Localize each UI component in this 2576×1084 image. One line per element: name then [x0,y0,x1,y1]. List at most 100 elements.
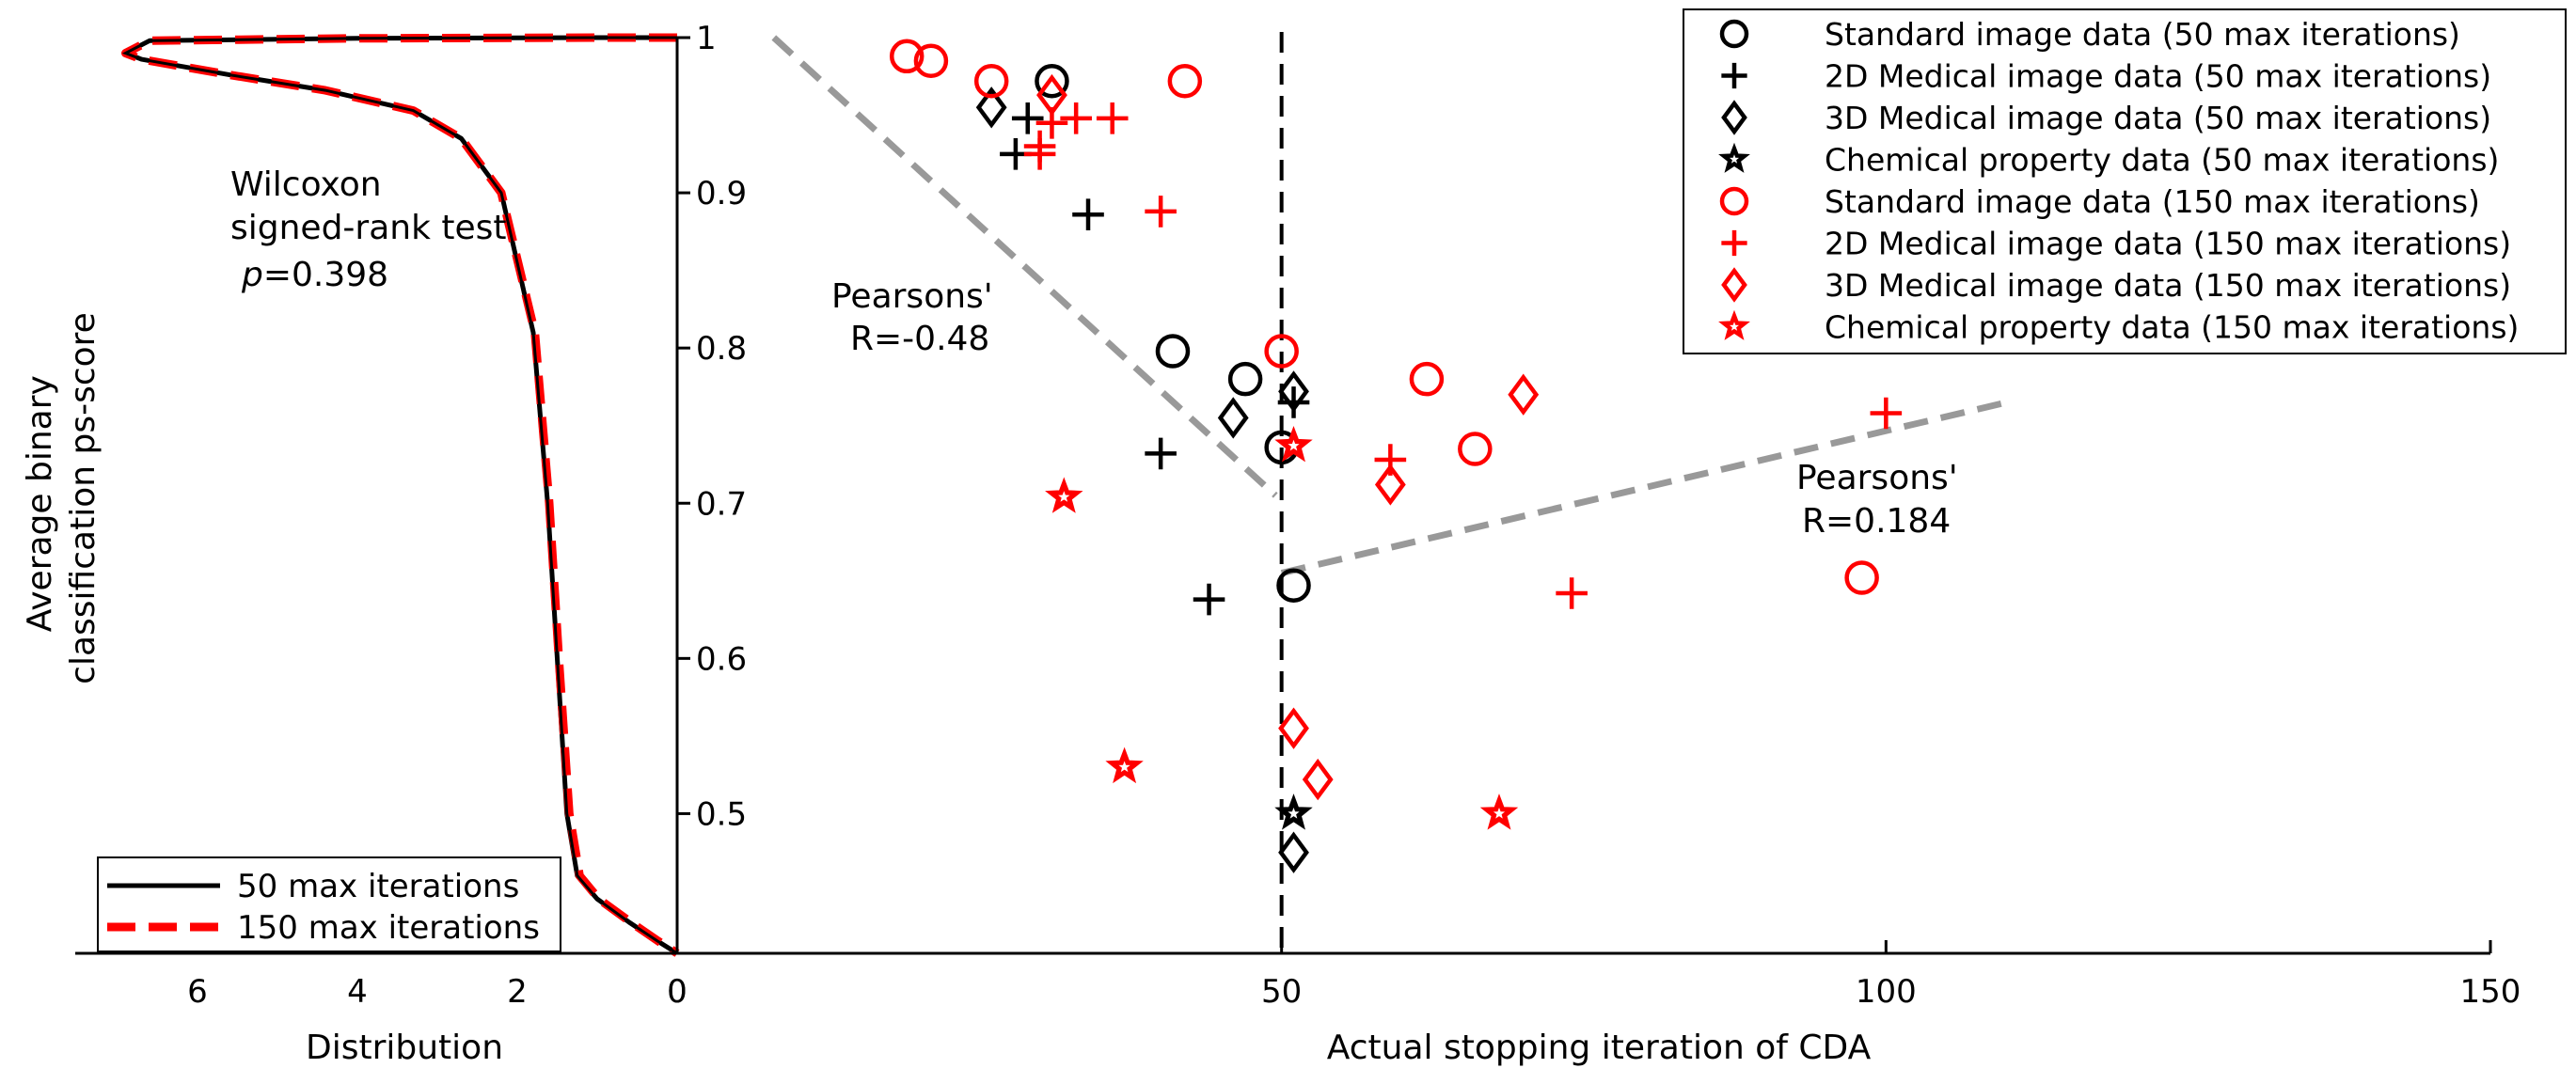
density-legend-label-150: 150 max iterations [237,909,540,947]
scatter-x-tick-label: 150 [2460,973,2521,1011]
wilcoxon-line1: Wilcoxon [230,165,382,204]
scatter-point-star-core [1288,808,1300,819]
scatter-point-diamond [975,86,1007,129]
p-value: =0.398 [263,256,388,294]
scatter-y-tick-label: 0.8 [696,330,747,368]
series-5 [1023,102,1903,609]
scatter-x-axis-label: Actual stopping iteration of CDA [1327,1029,1872,1067]
regression-lines [771,35,2008,576]
legend-label: Chemical property data (50 max iteration… [1825,142,2499,179]
scatter-point-circle [1409,361,1445,397]
regression-line-positive [1280,399,2008,576]
scatter-point-plus [1096,102,1129,134]
scatter-legend-box [1683,8,2567,354]
legend-marker-plus [1721,229,1747,257]
wilcoxon-annotation: Wilcoxon signed-rank test p=0.398 [230,165,507,294]
y-axis-label-line1: Average binary [21,375,59,632]
regression-line-negative [771,35,1278,498]
legend-label: Standard image data (150 max iterations) [1825,183,2480,220]
pearson-pos-line2: R=0.184 [1802,502,1951,541]
scatter-point-plus [1193,583,1225,616]
legend-label: 2D Medical image data (50 max iterations… [1825,58,2491,95]
scatter-x-tick-label: 50 [1261,973,1302,1011]
density-x-tick-label: 4 [347,973,368,1011]
scatter-point-circle [1844,560,1879,595]
scatter-point-star-core [1118,761,1130,773]
scatter-panel: 0.5 0.6 0.7 0.8 0.9 1 0 50 100 150 Actual stoppi… [21,8,2567,1067]
series-0 [1035,63,1311,603]
scatter-point-diamond [1278,707,1309,749]
scatter-point-diamond [1278,370,1309,413]
density-curve-50 [123,35,679,956]
scatter-y-ticks: 0.5 0.6 0.7 0.8 0.9 1 [677,20,747,833]
wilcoxon-line2: signed-rank test [230,209,507,247]
scatter-point-circle [1276,568,1311,603]
pearson-annotation-negative: Pearsons' R=-0.48 [831,277,993,358]
scatter-point-circle [1458,432,1493,466]
series-6 [1036,73,1540,801]
scatter-y-tick-label: 0.7 [696,485,747,523]
scatter-point-star-core [1058,491,1070,502]
scatter-points [889,39,1903,873]
scatter-y-axis-label: Average binary classification ps-score [21,312,103,684]
scatter-point-circle [913,43,949,79]
scatter-point-circle [1035,63,1069,99]
legend-label: Chemical property data (150 max iteratio… [1825,309,2519,346]
scatter-point-diamond [1374,463,1406,506]
density-x-axis-label: Distribution [306,1029,503,1067]
density-legend-box [97,856,561,952]
scatter-point-star-core [1288,439,1300,451]
scatter-point-diamond [1217,397,1249,439]
scatter-point-circle [1155,334,1191,369]
scatter-point-circle [1227,361,1263,397]
scatter-point-plus [1870,397,1903,430]
legend-label: 2D Medical image data (150 max iteration… [1825,226,2511,262]
legend-marker-diamond [1721,100,1747,135]
legend-marker-circle [1719,186,1749,216]
scatter-x-ticks: 0 50 100 150 [667,940,2521,1011]
pearson-pos-line1: Pearsons' [1796,459,1958,497]
series-7 [1045,425,1519,830]
pearson-neg-line1: Pearsons' [831,277,993,316]
density-curve-150 [121,33,680,957]
density-curve-50-overlay [121,36,678,955]
scatter-point-plus [1011,102,1044,134]
legend-label: 3D Medical image data (150 max iteration… [1825,267,2511,304]
density-x-tick-label: 0 [667,973,687,1011]
legend-marker-star-core [1730,322,1739,331]
scatter-point-diamond [1036,73,1067,117]
scatter-point-plus [1277,386,1310,418]
scatter-point-diamond [1302,758,1334,801]
density-x-tick-label: 6 [187,973,208,1011]
pearson-neg-line2: R=-0.48 [850,320,989,358]
scatter-point-circle [1167,63,1203,99]
scatter-y-tick-label: 0.5 [696,795,747,833]
pearson-annotation-positive: Pearsons' R=0.184 [1796,459,1958,541]
wilcoxon-p-value: p=0.398 [241,256,388,294]
scatter-point-diamond [1278,831,1309,873]
density-x-ticks: 6 4 2 0 [187,940,687,1011]
p-symbol: p [241,256,263,294]
y-axis-label-line2: classification ps-score [64,312,103,684]
scatter-y-tick-label: 1 [696,20,717,57]
scatter-y-tick-label: 0.6 [696,640,747,678]
series-2 [975,86,1309,873]
scatter-point-star-core [1493,808,1506,819]
scatter-point-diamond [1508,373,1540,416]
scatter-point-plus [1023,138,1056,170]
density-curves [121,33,680,957]
scatter-point-plus [1060,102,1092,134]
scatter-point-circle [1264,334,1299,369]
series-3 [1274,793,1313,830]
legend-marker-star-core [1730,154,1739,164]
scatter-point-circle [973,63,1009,99]
legend-marker-plus [1721,62,1747,89]
scatter-point-plus [1072,198,1104,230]
series-4 [889,39,1879,595]
scatter-x-tick-label: 0 [667,973,687,1011]
legend-marker-diamond [1721,267,1747,303]
scatter-point-plus [1145,196,1177,228]
legend-label: Standard image data (50 max iterations) [1825,16,2460,53]
density-x-tick-label: 2 [507,973,528,1011]
